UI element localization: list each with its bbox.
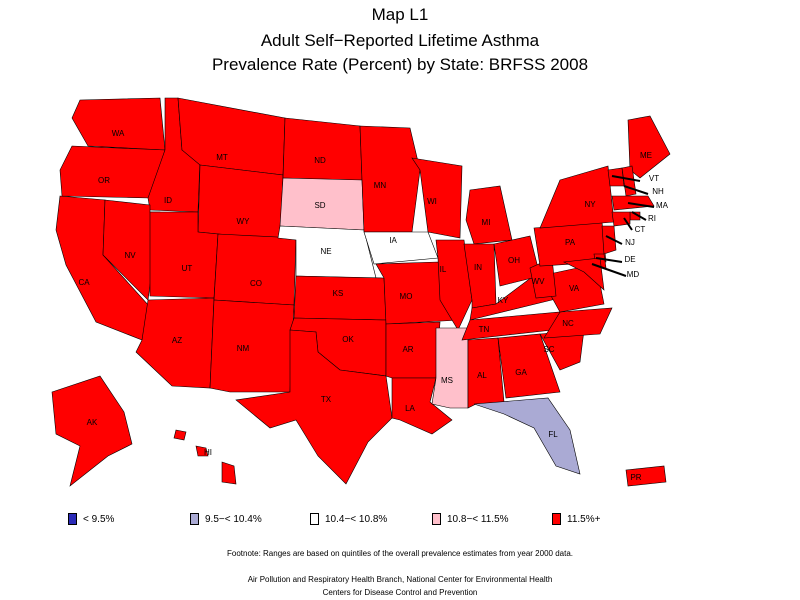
state-label-ut: UT — [182, 264, 193, 273]
state-label-nj: NJ — [625, 238, 635, 247]
legend-label: 11.5%+ — [567, 513, 601, 525]
state-label-or: OR — [98, 176, 110, 185]
state-label-tx: TX — [321, 395, 332, 404]
state-label-nv: NV — [124, 251, 136, 260]
state-label-oh: OH — [508, 256, 520, 265]
state-label-in: IN — [474, 263, 482, 272]
state-ny — [539, 165, 615, 229]
state-me — [627, 115, 671, 179]
map-title: Map L1 — [371, 5, 429, 24]
state-label-mo: MO — [400, 292, 413, 301]
legend-label: < 9.5% — [83, 513, 115, 525]
state-label-ma: MA — [656, 201, 669, 210]
state-la — [391, 377, 453, 435]
legend-item: 10.4−< 10.8% — [310, 510, 387, 528]
state-wy — [197, 164, 284, 241]
map-legend: < 9.5% 9.5−< 10.4% 10.4−< 10.8% 10.8−< 11.5… — [0, 510, 800, 530]
state-mi — [465, 185, 513, 245]
state-label-wi: WI — [427, 197, 437, 206]
state-nd — [282, 117, 363, 181]
map-subtitle-2: Prevalence Rate (Percent) by State: BRFS… — [211, 55, 589, 74]
state-label-wv: WV — [532, 277, 546, 286]
state-md — [562, 257, 605, 291]
state-label-ny: NY — [584, 200, 596, 209]
state-nc — [543, 307, 613, 339]
state-label-ok: OK — [342, 335, 354, 344]
legend-swatch — [432, 513, 441, 525]
state-callout-lines — [591, 175, 655, 277]
state-label-ms: MS — [441, 376, 453, 385]
state-label-sd: SD — [314, 201, 325, 210]
state-co — [213, 233, 297, 306]
state-fl — [473, 397, 581, 475]
legend-item: 9.5−< 10.4% — [190, 510, 262, 528]
state-ak — [51, 375, 133, 487]
state-label-mn: MN — [374, 181, 387, 190]
legend-label: 10.8−< 11.5% — [447, 513, 509, 525]
state-label-vt: VT — [649, 174, 659, 183]
state-ia — [363, 231, 439, 265]
legend-swatch — [552, 513, 561, 525]
credit-cdc: Centers for Disease Control and Preventi… — [322, 588, 478, 597]
state-label-ct: CT — [635, 225, 646, 234]
legend-swatch — [310, 513, 319, 525]
map-subtitle: Adult Self−Reported Lifetime Asthma — [260, 31, 540, 50]
state-label-nh: NH — [652, 187, 664, 196]
state-label-la: LA — [405, 404, 415, 413]
state-hi — [173, 429, 237, 485]
legend-item: 11.5%+ — [552, 510, 600, 528]
state-label-al: AL — [477, 371, 487, 380]
state-label-de: DE — [624, 255, 635, 264]
state-label-sc: SC — [543, 345, 554, 354]
state-label-nm: NM — [237, 344, 250, 353]
state-label-pr: PR — [630, 473, 641, 482]
state-wa — [71, 97, 166, 151]
state-label-mt: MT — [216, 153, 228, 162]
state-label-id: ID — [164, 196, 172, 205]
state-label-az: AZ — [172, 336, 182, 345]
state-label-tn: TN — [479, 325, 490, 334]
state-label-ca: CA — [78, 278, 90, 287]
state-label-ga: GA — [515, 368, 527, 377]
footnote: Footnote: Ranges are based on quintiles … — [227, 549, 573, 558]
state-label-ks: KS — [333, 289, 344, 298]
state-label-ak: AK — [87, 418, 98, 427]
state-label-ar: AR — [402, 345, 413, 354]
legend-swatch — [68, 513, 77, 525]
state-label-nd: ND — [314, 156, 326, 165]
state-label-md: MD — [627, 270, 640, 279]
legend-swatch — [190, 513, 199, 525]
us-state-map: WA OR CA ID NV MT WY UT AZ CO NM ND SD NE KS OK TX MN IA MO… — [51, 97, 671, 487]
state-label-ri: RI — [648, 214, 656, 223]
state-label-wy: WY — [237, 217, 251, 226]
state-label-fl: FL — [548, 430, 558, 439]
state-label-ne: NE — [320, 247, 331, 256]
state-label-hi: HI — [204, 448, 212, 457]
state-mn — [359, 125, 421, 233]
state-label-pa: PA — [565, 238, 576, 247]
state-or — [59, 145, 166, 199]
state-nm — [209, 299, 295, 393]
state-nj — [601, 225, 617, 255]
state-pr — [625, 465, 667, 487]
state-tx — [235, 329, 393, 485]
state-ga — [497, 333, 561, 399]
state-label-va: VA — [569, 284, 580, 293]
state-label-il: IL — [440, 265, 447, 274]
legend-label: 10.4−< 10.8% — [325, 513, 388, 525]
state-ct — [611, 211, 631, 227]
state-label-nc: NC — [562, 319, 574, 328]
state-label-ia: IA — [389, 236, 397, 245]
state-ks — [293, 275, 387, 321]
legend-item: 10.8−< 11.5% — [432, 510, 509, 528]
state-label-ky: KY — [498, 296, 509, 305]
state-label-mi: MI — [482, 218, 491, 227]
state-label-wa: WA — [112, 129, 125, 138]
legend-label: 9.5−< 10.4% — [205, 513, 262, 525]
state-label-co: CO — [250, 279, 262, 288]
legend-item: < 9.5% — [68, 510, 114, 528]
state-label-me: ME — [640, 151, 652, 160]
state-wi — [411, 157, 463, 239]
credit-branch: Air Pollution and Respiratory Health Bra… — [247, 575, 553, 584]
